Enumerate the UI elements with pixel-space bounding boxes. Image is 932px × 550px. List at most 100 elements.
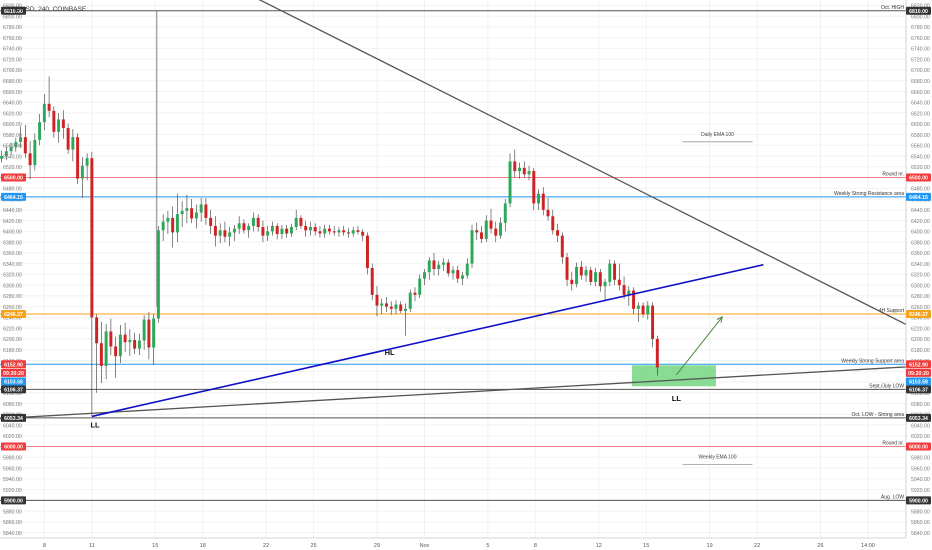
x-tick-label: 18 <box>200 543 206 549</box>
y-tick-label-right: 6200.00 <box>911 337 930 343</box>
y-tick-label-right: 6660.00 <box>911 90 930 96</box>
candle-body <box>380 303 384 306</box>
y-tick-label-left: 6040.00 <box>3 423 22 429</box>
candle-body <box>546 209 550 217</box>
candle-body <box>47 103 51 111</box>
y-tick-label-left: 6220.00 <box>3 326 22 332</box>
candle-body <box>280 228 284 235</box>
candle-body <box>42 103 46 123</box>
extra-tag-left-text: 6153.58 <box>4 379 23 385</box>
price-tag-left <box>1 6 26 15</box>
price-tag-right-text: 6053.34 <box>909 416 928 422</box>
price-tag-left <box>1 385 26 394</box>
candle-body <box>404 308 407 311</box>
candle-body <box>242 223 246 231</box>
x-tick-label: 15 <box>152 543 158 549</box>
y-tick-label-left: 5920.00 <box>3 488 22 494</box>
y-tick-label-left: 6020.00 <box>3 434 22 440</box>
candle-body <box>646 305 650 315</box>
swing-label: HL <box>385 348 395 357</box>
y-tick-label-left: 6560.00 <box>3 144 22 150</box>
y-tick-label-right: 5940.00 <box>911 477 930 483</box>
target-zone-layer <box>631 365 716 387</box>
y-tick-label-right: 6420.00 <box>911 219 930 225</box>
y-tick-label-right: 6340.00 <box>911 262 930 268</box>
candle-body <box>23 137 27 154</box>
time-axis: 8 11 15 18 22 25 29 Nov 5 8 12 15 19 22 26 14:00 <box>0 537 906 549</box>
candle-body <box>199 204 203 213</box>
y-tick-label-right: 5860.00 <box>911 520 930 526</box>
y-tick-label-left: 5840.00 <box>3 531 22 537</box>
candle-body <box>90 158 94 318</box>
candle-body <box>370 267 374 295</box>
candle-body <box>518 167 521 172</box>
candle-body <box>270 225 274 232</box>
candle-body <box>351 230 355 234</box>
y-tick-label-right: 6820.00 <box>911 4 930 10</box>
candle-body <box>323 228 327 234</box>
extra-tag-right-text: 6153.58 <box>909 379 928 385</box>
candle-body <box>147 319 151 348</box>
candle-body <box>432 260 436 269</box>
level-label: Round nr. <box>882 172 904 178</box>
candle-body <box>361 231 365 236</box>
candle-body <box>52 110 56 132</box>
price-tag-left <box>1 413 26 422</box>
candle-body <box>627 290 631 295</box>
candle-body <box>251 217 255 226</box>
x-tick-label: 14:00 <box>861 543 875 549</box>
candle-body <box>71 137 75 150</box>
candle-body <box>133 340 137 349</box>
candle-body <box>118 334 122 357</box>
candle-body <box>655 338 659 368</box>
candle-body <box>232 228 236 233</box>
candle-body <box>114 346 118 357</box>
candle-body <box>494 228 498 236</box>
x-tick-label: 5 <box>486 543 489 549</box>
price-tag-right <box>906 385 931 394</box>
y-tick-label-right: 6180.00 <box>911 348 930 354</box>
price-tag-right-text: 6000.00 <box>909 445 928 451</box>
price-tag-right-text: 6152.90 <box>909 362 928 368</box>
candle-body <box>632 290 636 309</box>
candle-body <box>247 225 251 231</box>
candle-body <box>0 156 4 159</box>
swing-label: LL <box>672 394 682 403</box>
candle-body <box>285 228 289 234</box>
candle-body <box>451 270 455 274</box>
y-tick-label-left: 6800.00 <box>3 14 22 20</box>
candle-body <box>57 119 61 132</box>
price-tag-right <box>906 442 931 451</box>
candle-body <box>337 230 341 233</box>
candle-body <box>617 279 621 286</box>
candle-body <box>480 232 483 239</box>
price-tag-left-text: 6152.90 <box>4 362 23 368</box>
level-label: 4H Support <box>879 308 905 314</box>
y-tick-label-right: 6020.00 <box>911 434 930 440</box>
candle-body <box>622 285 626 295</box>
candle-body <box>503 203 507 223</box>
candle-body <box>375 294 379 306</box>
y-tick-label-left: 6340.00 <box>3 262 22 268</box>
candle-body <box>209 217 213 226</box>
candle-body <box>579 266 583 276</box>
y-tick-label-right: 6580.00 <box>911 133 930 139</box>
candle-body <box>85 158 89 166</box>
y-tick-label-right: 6720.00 <box>911 57 930 63</box>
projection-arrow-head <box>716 315 723 323</box>
candle-body <box>537 193 541 204</box>
price-tag-left <box>1 173 26 182</box>
candle-body <box>171 217 175 233</box>
trendline <box>258 0 907 325</box>
y-tick-label-right: 6260.00 <box>911 305 930 311</box>
x-tick-label: 15 <box>643 543 649 549</box>
y-tick-label-right: 5840.00 <box>911 531 930 537</box>
y-tick-label-right: 6800.00 <box>911 14 930 20</box>
price-tag-left <box>1 496 26 505</box>
candle-body <box>636 305 640 309</box>
extra-tag-right <box>906 368 931 377</box>
x-tick-label: 19 <box>707 543 713 549</box>
price-tag-left-text: 6053.34 <box>4 416 23 422</box>
candle-body <box>14 142 18 147</box>
price-tag-right-text: 6106.37 <box>909 387 928 393</box>
